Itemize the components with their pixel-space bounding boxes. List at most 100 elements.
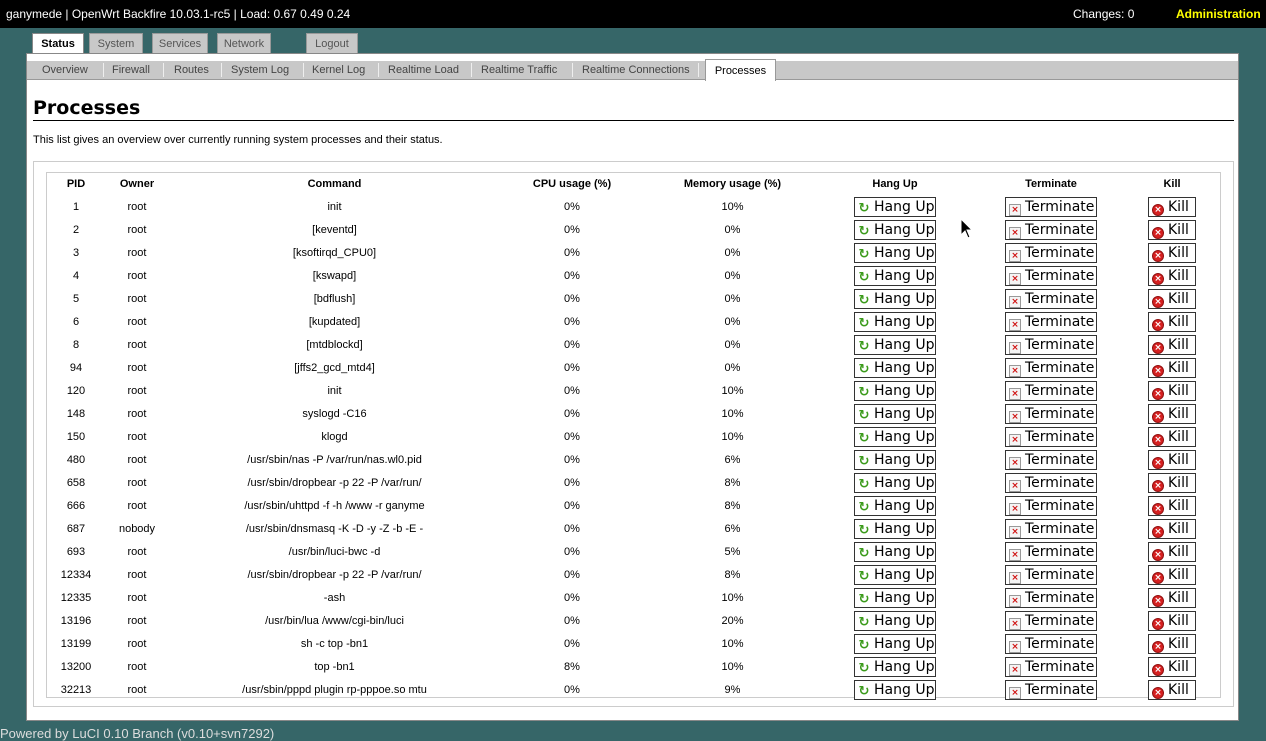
kill-button[interactable]: × Kill — [1148, 380, 1196, 401]
footer: Powered by LuCI 0.10 Branch (v0.10+svn72… — [0, 726, 275, 741]
hangup-button[interactable]: ↻ Hang Up — [854, 656, 936, 677]
hangup-button[interactable]: ↻ Hang Up — [854, 449, 936, 470]
cell-pid: 658 — [66, 476, 86, 489]
kill-button[interactable]: × Kill — [1148, 403, 1196, 424]
hangup-button[interactable]: ↻ Hang Up — [854, 472, 936, 493]
kill-button[interactable]: × Kill — [1148, 426, 1196, 447]
hangup-button[interactable]: ↻ Hang Up — [854, 541, 936, 562]
terminate-button[interactable]: × Terminate — [1005, 472, 1097, 493]
hangup-button-label: Hang Up — [874, 474, 935, 491]
hangup-button[interactable]: ↻ Hang Up — [854, 495, 936, 516]
hangup-button[interactable]: ↻ Hang Up — [854, 242, 936, 263]
cell-owner: root — [127, 269, 147, 282]
subtab-realtime-load[interactable]: Realtime Load — [388, 64, 459, 76]
kill-button[interactable]: × Kill — [1148, 633, 1196, 654]
terminate-button[interactable]: × Terminate — [1005, 380, 1097, 401]
hangup-button[interactable]: ↻ Hang Up — [854, 679, 936, 700]
subtab-kernel-log[interactable]: Kernel Log — [312, 64, 366, 76]
subtab-overview[interactable]: Overview — [42, 64, 88, 76]
tab-status[interactable]: Status — [32, 33, 84, 55]
hangup-button[interactable]: ↻ Hang Up — [854, 610, 936, 631]
cell-cpu: 0% — [564, 637, 580, 650]
terminate-button[interactable]: × Terminate — [1005, 541, 1097, 562]
kill-button[interactable]: × Kill — [1148, 265, 1196, 286]
header-command: Command — [307, 178, 362, 190]
hangup-button[interactable]: ↻ Hang Up — [854, 288, 936, 309]
cell-command: [keventd] — [312, 223, 357, 236]
kill-button-label: Kill — [1168, 520, 1189, 537]
hangup-button[interactable]: ↻ Hang Up — [854, 265, 936, 286]
hangup-button[interactable]: ↻ Hang Up — [854, 587, 936, 608]
terminate-button[interactable]: × Terminate — [1005, 426, 1097, 447]
hangup-button[interactable]: ↻ Hang Up — [854, 518, 936, 539]
kill-button[interactable]: × Kill — [1148, 449, 1196, 470]
hangup-button[interactable]: ↻ Hang Up — [854, 311, 936, 332]
hangup-button-label: Hang Up — [874, 658, 935, 675]
terminate-button[interactable]: × Terminate — [1005, 610, 1097, 631]
cell-hangup: ↻ Hang Up — [815, 218, 975, 241]
cell-hangup: ↻ Hang Up — [815, 540, 975, 563]
subtab-firewall[interactable]: Firewall — [112, 64, 150, 76]
kill-button[interactable]: × Kill — [1148, 610, 1196, 631]
subtab-routes[interactable]: Routes — [174, 64, 209, 76]
terminate-button[interactable]: × Terminate — [1005, 518, 1097, 539]
kill-button[interactable]: × Kill — [1148, 518, 1196, 539]
terminate-button[interactable]: × Terminate — [1005, 564, 1097, 585]
kill-button[interactable]: × Kill — [1148, 495, 1196, 516]
kill-button[interactable]: × Kill — [1148, 196, 1196, 217]
terminate-button[interactable]: × Terminate — [1005, 633, 1097, 654]
tab-services[interactable]: Services — [152, 33, 208, 53]
changes-count[interactable]: Changes: 0 — [1073, 7, 1135, 21]
terminate-button[interactable]: × Terminate — [1005, 587, 1097, 608]
hangup-button[interactable]: ↻ Hang Up — [854, 633, 936, 654]
kill-button-label: Kill — [1168, 451, 1189, 468]
kill-button[interactable]: × Kill — [1148, 219, 1196, 240]
terminate-button[interactable]: × Terminate — [1005, 449, 1097, 470]
terminate-button[interactable]: × Terminate — [1005, 357, 1097, 378]
terminate-button[interactable]: × Terminate — [1005, 656, 1097, 677]
kill-button[interactable]: × Kill — [1148, 472, 1196, 493]
terminate-button[interactable]: × Terminate — [1005, 679, 1097, 700]
kill-button[interactable]: × Kill — [1148, 656, 1196, 677]
hangup-button[interactable]: ↻ Hang Up — [854, 426, 936, 447]
kill-button[interactable]: × Kill — [1148, 587, 1196, 608]
kill-button[interactable]: × Kill — [1148, 334, 1196, 355]
cell-cpu: 8% — [564, 660, 580, 673]
hangup-button[interactable]: ↻ Hang Up — [854, 380, 936, 401]
kill-button[interactable]: × Kill — [1148, 357, 1196, 378]
kill-button[interactable]: × Kill — [1148, 564, 1196, 585]
terminate-button[interactable]: × Terminate — [1005, 265, 1097, 286]
terminate-button[interactable]: × Terminate — [1005, 242, 1097, 263]
hangup-button[interactable]: ↻ Hang Up — [854, 564, 936, 585]
terminate-button[interactable]: × Terminate — [1005, 403, 1097, 424]
kill-button[interactable]: × Kill — [1148, 288, 1196, 309]
hangup-button[interactable]: ↻ Hang Up — [854, 196, 936, 217]
tab-logout[interactable]: Logout — [306, 33, 358, 53]
subtab-system-log[interactable]: System Log — [231, 64, 290, 76]
subtab-realtime-connections[interactable]: Realtime Connections — [582, 64, 690, 76]
terminate-button[interactable]: × Terminate — [1005, 196, 1097, 217]
kill-button[interactable]: × Kill — [1148, 311, 1196, 332]
terminate-button[interactable]: × Terminate — [1005, 311, 1097, 332]
terminate-button[interactable]: × Terminate — [1005, 334, 1097, 355]
subtab-realtime-traffic[interactable]: Realtime Traffic — [481, 64, 558, 76]
content-panel: Overview Firewall Routes System Log Kern… — [26, 53, 1239, 721]
hangup-button[interactable]: ↻ Hang Up — [854, 357, 936, 378]
tab-network[interactable]: Network — [217, 33, 271, 53]
cell-hangup: ↻ Hang Up — [815, 425, 975, 448]
kill-button[interactable]: × Kill — [1148, 679, 1196, 700]
subtab-processes[interactable]: Processes — [705, 59, 776, 81]
hangup-button[interactable]: ↻ Hang Up — [854, 403, 936, 424]
administration-link[interactable]: Administration — [1176, 7, 1261, 21]
hangup-button[interactable]: ↻ Hang Up — [854, 219, 936, 240]
terminate-button[interactable]: × Terminate — [1005, 288, 1097, 309]
kill-button[interactable]: × Kill — [1148, 242, 1196, 263]
kill-icon: × — [1152, 433, 1164, 446]
cell-memory: 0% — [724, 246, 741, 259]
terminate-button[interactable]: × Terminate — [1005, 495, 1097, 516]
tab-system[interactable]: System — [89, 33, 143, 53]
kill-button[interactable]: × Kill — [1148, 541, 1196, 562]
terminate-button[interactable]: × Terminate — [1005, 219, 1097, 240]
table-row: 658 root/usr/sbin/dropbear -p 22 -P /var/… — [53, 471, 1217, 494]
hangup-button[interactable]: ↻ Hang Up — [854, 334, 936, 355]
